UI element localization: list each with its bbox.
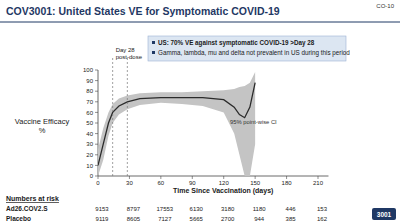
risk-value: 7127 bbox=[158, 216, 172, 222]
bullet: Gamma, lambda, mu and delta not prevalen… bbox=[158, 49, 350, 57]
y-tick-label: 20 bbox=[86, 152, 93, 158]
reference-line bbox=[112, 58, 113, 176]
risk-table-title: Numbers at risk bbox=[6, 195, 59, 202]
annotation: 95% point-wise CI bbox=[230, 119, 277, 125]
risk-row-label: Placebo bbox=[6, 215, 31, 222]
annotation: post-dose bbox=[116, 54, 143, 60]
risk-value: 1180 bbox=[253, 206, 267, 212]
y-tick bbox=[95, 154, 98, 155]
x-tick-label: 180 bbox=[282, 180, 293, 186]
y-tick-label: 0 bbox=[90, 173, 94, 179]
x-axis bbox=[98, 176, 328, 177]
x-tick-label: 120 bbox=[219, 180, 230, 186]
risk-value: 17553 bbox=[157, 206, 174, 212]
x-tick bbox=[286, 176, 287, 179]
risk-value: 9119 bbox=[96, 216, 110, 222]
y-tick bbox=[95, 91, 98, 92]
x-tick bbox=[318, 176, 319, 179]
x-tick bbox=[98, 176, 99, 179]
y-tick bbox=[95, 101, 98, 102]
risk-value: 2700 bbox=[221, 216, 235, 222]
bullet-symbol bbox=[152, 41, 155, 44]
x-tick-label: 90 bbox=[189, 180, 196, 186]
risk-value: 8605 bbox=[127, 216, 141, 222]
x-tick-label: 60 bbox=[158, 180, 165, 186]
slide-number: CO-10 bbox=[376, 3, 394, 9]
reference-line bbox=[127, 58, 128, 176]
y-tick-label: 100 bbox=[83, 67, 94, 73]
risk-value: 385 bbox=[286, 216, 297, 222]
risk-value: 944 bbox=[254, 216, 265, 222]
x-tick bbox=[255, 176, 256, 179]
y-tick-label: 90 bbox=[86, 78, 93, 84]
x-tick bbox=[160, 176, 161, 179]
y-axis-label: % bbox=[39, 126, 46, 135]
risk-value: 9153 bbox=[95, 206, 109, 212]
logo-box bbox=[372, 208, 396, 220]
risk-value: 446 bbox=[286, 206, 297, 212]
y-tick-label: 70 bbox=[86, 99, 93, 105]
risk-value: 6130 bbox=[190, 206, 204, 212]
header-rule bbox=[0, 22, 400, 23]
y-tick-label: 10 bbox=[86, 163, 93, 169]
risk-row-label: Ad26.COV2.S bbox=[6, 205, 48, 212]
y-tick bbox=[95, 165, 98, 166]
risk-value: 153 bbox=[317, 206, 328, 212]
x-tick-label: 0 bbox=[96, 180, 100, 186]
y-tick bbox=[95, 112, 98, 113]
y-axis-label: Vaccine Efficacy bbox=[15, 117, 70, 126]
y-tick bbox=[95, 176, 98, 177]
title: COV3001: United States VE for Symptomati… bbox=[6, 5, 280, 17]
y-tick-label: 80 bbox=[86, 88, 93, 94]
risk-value: 3180 bbox=[221, 206, 235, 212]
y-tick-label: 30 bbox=[86, 141, 93, 147]
bullet-symbol bbox=[152, 51, 155, 54]
y-tick-label: 40 bbox=[86, 131, 93, 137]
y-tick bbox=[95, 70, 98, 71]
y-tick bbox=[95, 144, 98, 145]
x-tick-label: 210 bbox=[313, 180, 324, 186]
y-tick-label: 50 bbox=[86, 120, 93, 126]
risk-value: 8797 bbox=[127, 206, 141, 212]
y-tick bbox=[95, 123, 98, 124]
y-tick bbox=[95, 80, 98, 81]
risk-value: 162 bbox=[317, 216, 328, 222]
x-axis-label: Time Since Vaccination (days) bbox=[173, 187, 273, 195]
y-tick bbox=[95, 133, 98, 134]
logo: 3001 bbox=[377, 211, 392, 218]
x-tick bbox=[129, 176, 130, 179]
risk-value: 5665 bbox=[190, 216, 204, 222]
y-tick-label: 60 bbox=[86, 110, 93, 116]
bullet: US: 70% VE against symptomatic COVID-19 … bbox=[158, 39, 315, 47]
x-tick bbox=[192, 176, 193, 179]
annotation: Day 28 bbox=[116, 47, 136, 53]
x-tick bbox=[223, 176, 224, 179]
x-tick-label: 30 bbox=[126, 180, 133, 186]
x-tick-label: 150 bbox=[250, 180, 261, 186]
